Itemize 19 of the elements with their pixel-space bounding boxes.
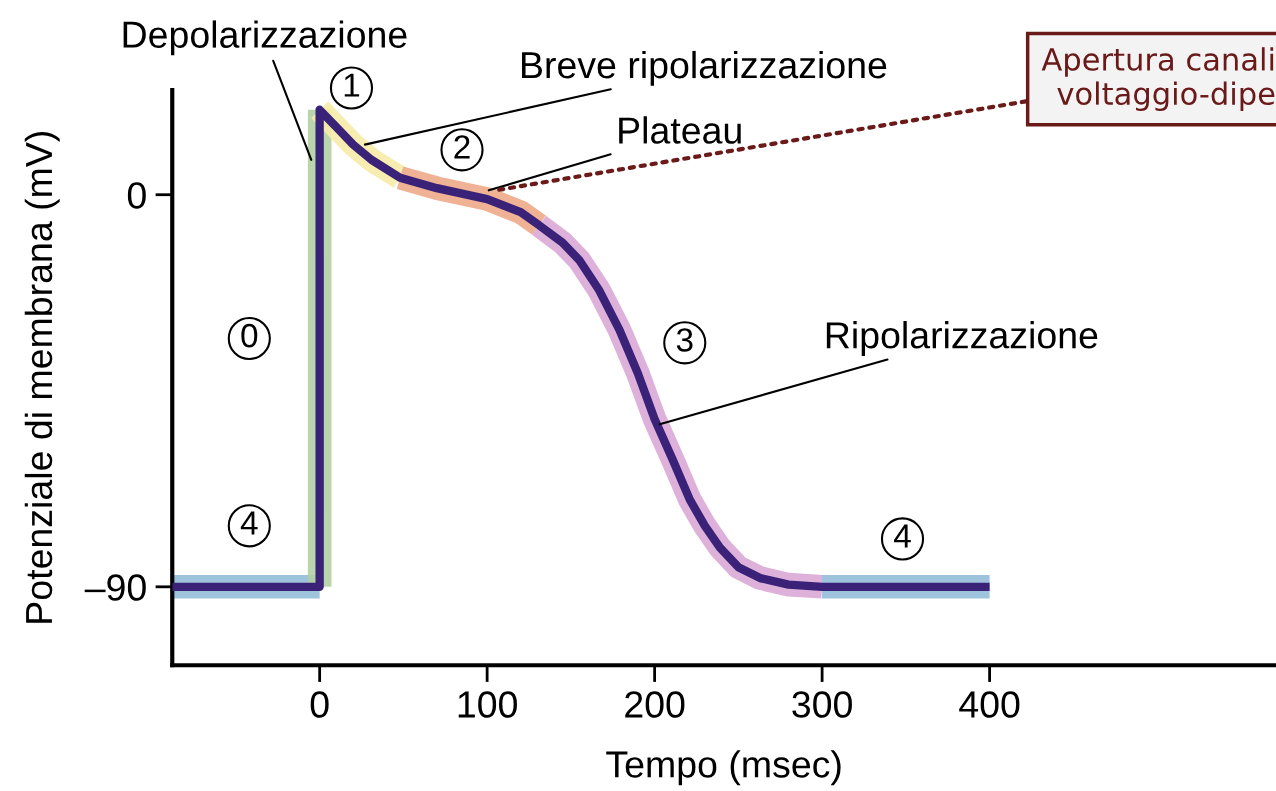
annotation: Ripolarizzazione: [826, 321, 1098, 356]
y-tick-label: –90: [84, 574, 146, 601]
annotation: Depolarizzazione: [123, 20, 407, 56]
x-tick-label: 300: [792, 691, 852, 718]
annotation: 1: [344, 73, 360, 97]
y-axis-title: Potenziale di membrana (mV): [24, 132, 60, 623]
annotation: Apertura canali voltaggio-dipe: [1041, 47, 1275, 111]
x-tick-label: 100: [458, 691, 517, 718]
annotation: Plateau: [619, 116, 741, 144]
annotation: 4: [894, 524, 911, 548]
annotation: 0: [241, 323, 258, 348]
x-tick-label: 400: [959, 691, 1020, 718]
x-tick-label: 200: [625, 691, 685, 718]
annotation: 3: [676, 328, 693, 352]
x-axis-title: Tempo (msec): [606, 750, 841, 786]
annotation: Breve ripolarizzazione: [522, 50, 887, 86]
annotation: 2: [454, 135, 470, 159]
x-tick-label: 0: [310, 691, 329, 718]
annotation: 4: [240, 511, 258, 535]
